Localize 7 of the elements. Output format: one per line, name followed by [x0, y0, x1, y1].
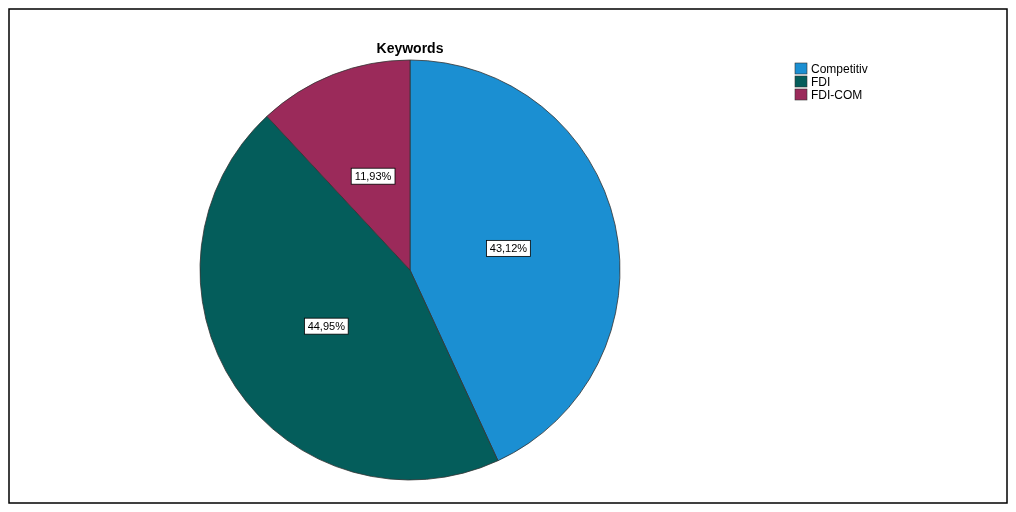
legend-label: FDI-COM — [811, 88, 863, 102]
legend-label: FDI — [811, 75, 831, 89]
data-label: 43,12% — [489, 242, 528, 255]
data-label: 44,95% — [307, 320, 346, 333]
data-label: 11,93% — [354, 170, 392, 183]
legend-label: Competitiv — [811, 62, 868, 76]
chart-title: Keywords — [376, 40, 444, 56]
